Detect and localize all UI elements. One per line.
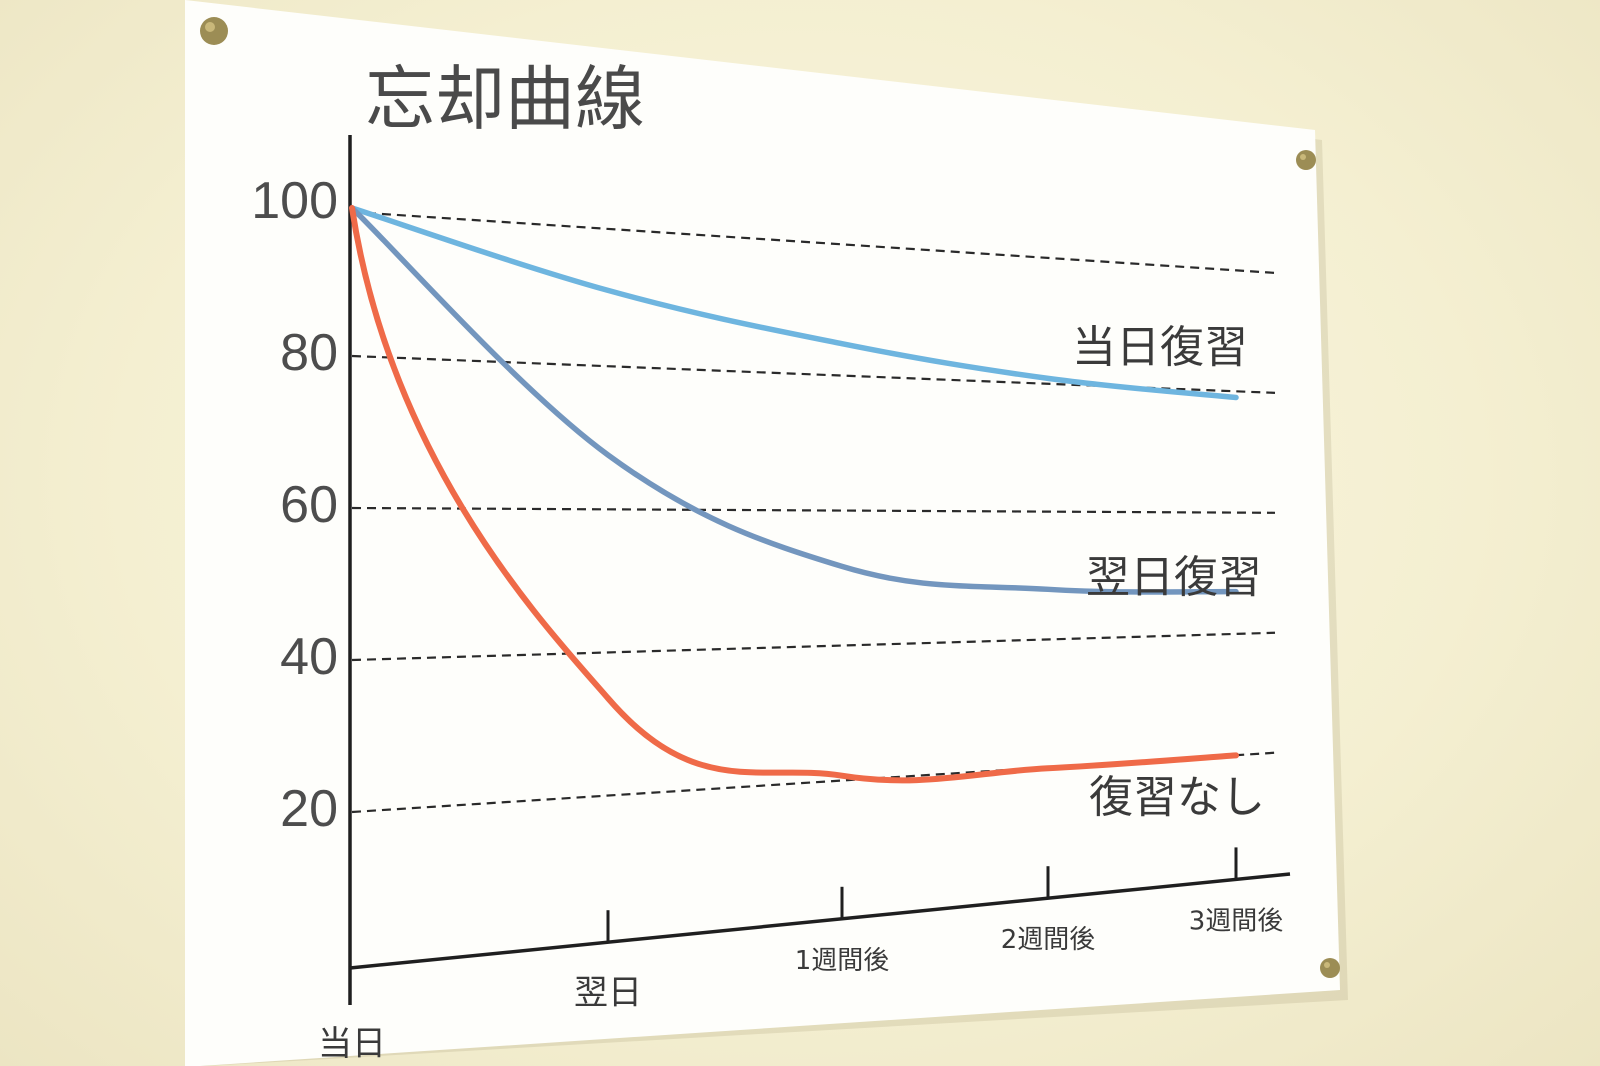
- series-line: [349, 205, 1239, 784]
- y-tick-label: 20: [280, 780, 338, 838]
- x-axis: [349, 872, 1291, 970]
- chart-title: 忘却曲線: [365, 58, 645, 140]
- series-label: 翌日復習: [1086, 552, 1262, 603]
- y-tick-label: 60: [280, 476, 338, 534]
- x-tick-label: 1週間後: [795, 946, 890, 976]
- x-tick-label: 3週間後: [1189, 906, 1284, 936]
- grid-line: [351, 506, 1276, 514]
- y-tick-labels: 100 80 60 40 20: [251, 172, 338, 838]
- y-tick-label: 100: [251, 172, 338, 230]
- y-tick-label: 40: [280, 628, 338, 686]
- pin-top-right: [1296, 150, 1316, 170]
- axes: [348, 135, 1291, 1005]
- grid-line: [351, 210, 1276, 275]
- x-tick-label: 当日: [318, 1024, 386, 1064]
- series-line: [349, 205, 1239, 401]
- series-lines: [349, 205, 1239, 784]
- x-tick-labels: 当日 翌日 1週間後 2週間後 3週間後: [318, 847, 1283, 1064]
- series-label: 復習なし: [1089, 772, 1265, 823]
- x-tick-label: 翌日: [574, 973, 642, 1013]
- paper-sheet: [185, 0, 1340, 1066]
- x-tick-label: 2週間後: [1001, 925, 1096, 955]
- series-line: [349, 205, 1239, 595]
- series-label: 当日復習: [1072, 322, 1248, 373]
- pin-bottom-right: [1320, 958, 1340, 978]
- y-tick-label: 80: [280, 324, 338, 382]
- grid-line: [351, 631, 1276, 662]
- pin-top-left: [200, 17, 228, 45]
